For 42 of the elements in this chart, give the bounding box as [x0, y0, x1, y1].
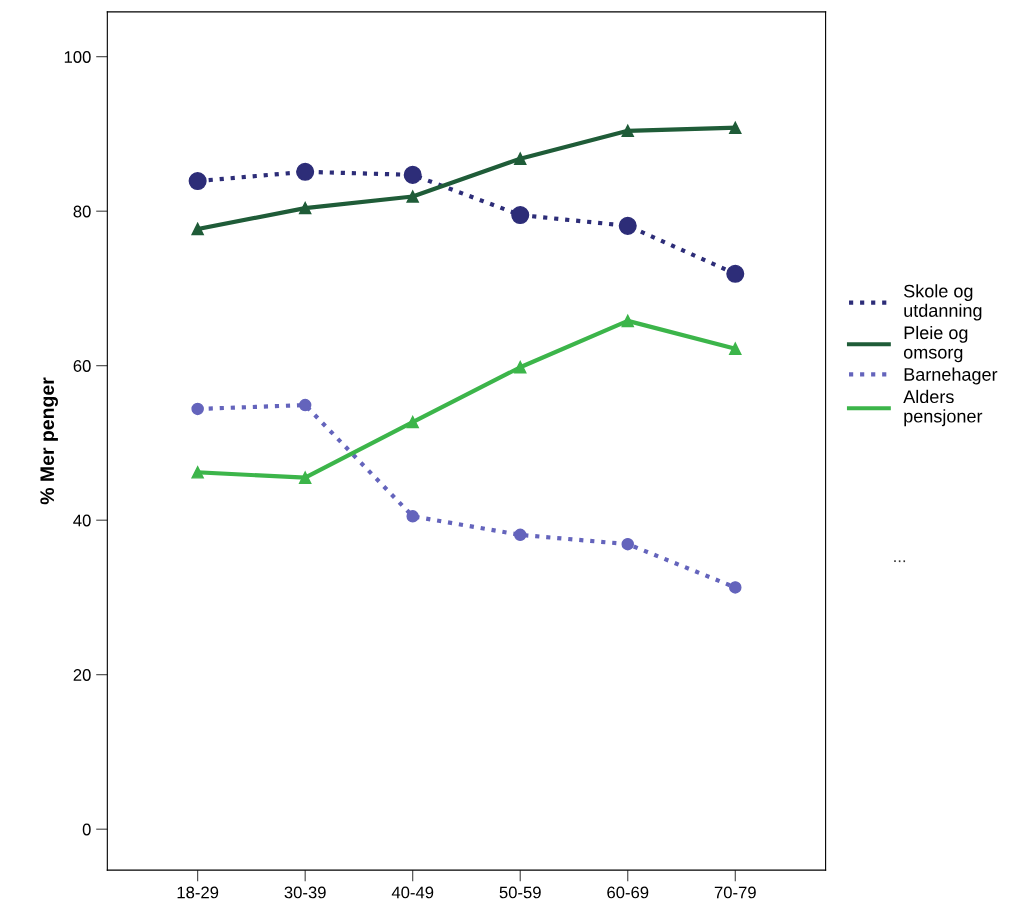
- point: [621, 537, 635, 551]
- text: ...: [894, 560, 906, 563]
- legend-label: Skole og utdanning: [904, 284, 982, 321]
- point: [298, 398, 312, 412]
- point: [729, 121, 742, 135]
- legend-label: Alders pensjoner: [903, 389, 983, 427]
- point: [621, 124, 635, 138]
- point: [513, 528, 527, 542]
- point: [296, 162, 315, 181]
- point: [298, 471, 312, 484]
- legend-label: Barnehager: [904, 367, 998, 385]
- x-tick-label: 40-49: [391, 886, 434, 899]
- point: [191, 402, 204, 416]
- point: [191, 466, 204, 479]
- y-tick-label: 0: [82, 823, 91, 836]
- y-tick-label: 40: [73, 514, 91, 527]
- x-tick-label: 50-59: [499, 886, 541, 899]
- point: [188, 172, 207, 191]
- y-tick-label: 80: [73, 205, 91, 218]
- point: [513, 152, 527, 165]
- x-tick-label: 18-29: [177, 886, 219, 899]
- y-tick-label: 60: [73, 360, 91, 372]
- point: [191, 222, 204, 236]
- point: [406, 510, 419, 523]
- point: [729, 581, 742, 594]
- x-tick-label: 60-69: [607, 886, 649, 899]
- point: [403, 165, 422, 184]
- y-axis-title: % Mer penger: [40, 377, 58, 505]
- point: [729, 342, 742, 355]
- point: [513, 360, 527, 374]
- x-tick-label: 30-39: [284, 886, 326, 899]
- x-tick-label: 70-79: [714, 886, 756, 899]
- point: [511, 206, 530, 225]
- legend-label: Pleie og omsorg: [903, 325, 968, 363]
- point: [406, 190, 419, 203]
- point: [406, 415, 419, 429]
- point: [298, 201, 312, 215]
- y-tick-label: 20: [73, 669, 91, 681]
- point: [726, 264, 745, 283]
- point: [621, 314, 635, 328]
- y-tick-label: 100: [64, 51, 91, 63]
- point: [618, 216, 637, 235]
